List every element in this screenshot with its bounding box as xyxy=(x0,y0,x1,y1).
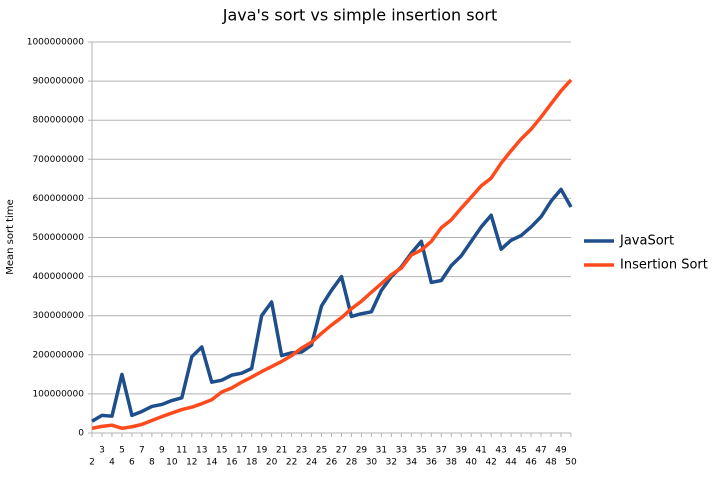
x-tick-label: 2 xyxy=(89,458,95,468)
x-tick-label: 6 xyxy=(129,458,135,468)
x-tick-label: 13 xyxy=(196,446,207,456)
y-tick-label: 400000000 xyxy=(32,272,84,282)
x-tick-label: 15 xyxy=(216,446,227,456)
x-tick-label: 7 xyxy=(139,446,145,456)
x-tick-label: 8 xyxy=(149,458,155,468)
y-tick-label: 0 xyxy=(78,429,84,439)
x-tick-label: 46 xyxy=(525,458,537,468)
series-line xyxy=(91,187,573,423)
x-tick-label: 41 xyxy=(475,446,486,456)
legend-label: JavaSort xyxy=(619,234,674,249)
x-tick-label: 24 xyxy=(306,458,318,468)
x-tick-label: 35 xyxy=(416,446,427,456)
y-tick-label: 300000000 xyxy=(32,311,84,321)
x-tick-label: 30 xyxy=(366,458,378,468)
y-tick-label: 700000000 xyxy=(32,155,84,165)
x-tick-label: 47 xyxy=(535,446,546,456)
series-line xyxy=(91,78,573,431)
x-tick-label: 17 xyxy=(236,446,247,456)
y-tick-label: 100000000 xyxy=(32,389,84,399)
x-tick-label: 28 xyxy=(346,458,358,468)
x-tick-label: 22 xyxy=(286,458,297,468)
y-axis-label: Mean sort time xyxy=(5,199,16,275)
x-tick-label: 33 xyxy=(396,446,407,456)
x-tick-label: 11 xyxy=(176,446,187,456)
x-tick-label: 48 xyxy=(545,458,557,468)
x-tick-label: 37 xyxy=(436,446,447,456)
x-tick-label: 5 xyxy=(119,446,125,456)
x-tick-label: 27 xyxy=(336,446,347,456)
x-tick-label: 42 xyxy=(485,458,496,468)
x-tick-label: 25 xyxy=(316,446,327,456)
x-tick-label: 9 xyxy=(159,446,165,456)
x-tick-label: 14 xyxy=(206,458,218,468)
x-tick-label: 19 xyxy=(256,446,268,456)
x-tick-label: 26 xyxy=(326,458,338,468)
x-tick-label: 44 xyxy=(505,458,517,468)
x-tick-label: 36 xyxy=(426,458,438,468)
x-tick-label: 43 xyxy=(495,446,506,456)
x-tick-label: 4 xyxy=(109,458,115,468)
y-tick-label: 500000000 xyxy=(32,233,84,243)
chart-title: Java's sort vs simple insertion sort xyxy=(222,6,498,25)
x-tick-label: 21 xyxy=(276,446,287,456)
x-tick-label: 50 xyxy=(565,458,577,468)
x-tick-label: 34 xyxy=(406,458,418,468)
x-tick-label: 16 xyxy=(226,458,238,468)
x-tick-label: 45 xyxy=(515,446,526,456)
x-tick-label: 12 xyxy=(186,458,197,468)
y-tick-label: 900000000 xyxy=(32,77,84,87)
x-tick-label: 49 xyxy=(555,446,567,456)
x-tick-label: 38 xyxy=(446,458,458,468)
x-tick-label: 23 xyxy=(296,446,307,456)
x-tick-label: 40 xyxy=(465,458,477,468)
x-tick-label: 31 xyxy=(376,446,387,456)
x-tick-label: 20 xyxy=(266,458,278,468)
y-tick-label: 600000000 xyxy=(32,194,84,204)
y-tick-label: 800000000 xyxy=(32,116,84,126)
x-tick-label: 29 xyxy=(356,446,368,456)
y-tick-label: 200000000 xyxy=(32,350,84,360)
x-tick-label: 32 xyxy=(386,458,397,468)
y-tick-label: 1000000000 xyxy=(27,38,85,48)
x-tick-label: 39 xyxy=(456,446,468,456)
x-tick-label: 10 xyxy=(166,458,178,468)
x-tick-label: 3 xyxy=(99,446,105,456)
legend-label: Insertion Sort xyxy=(620,258,708,273)
x-tick-label: 18 xyxy=(246,458,258,468)
